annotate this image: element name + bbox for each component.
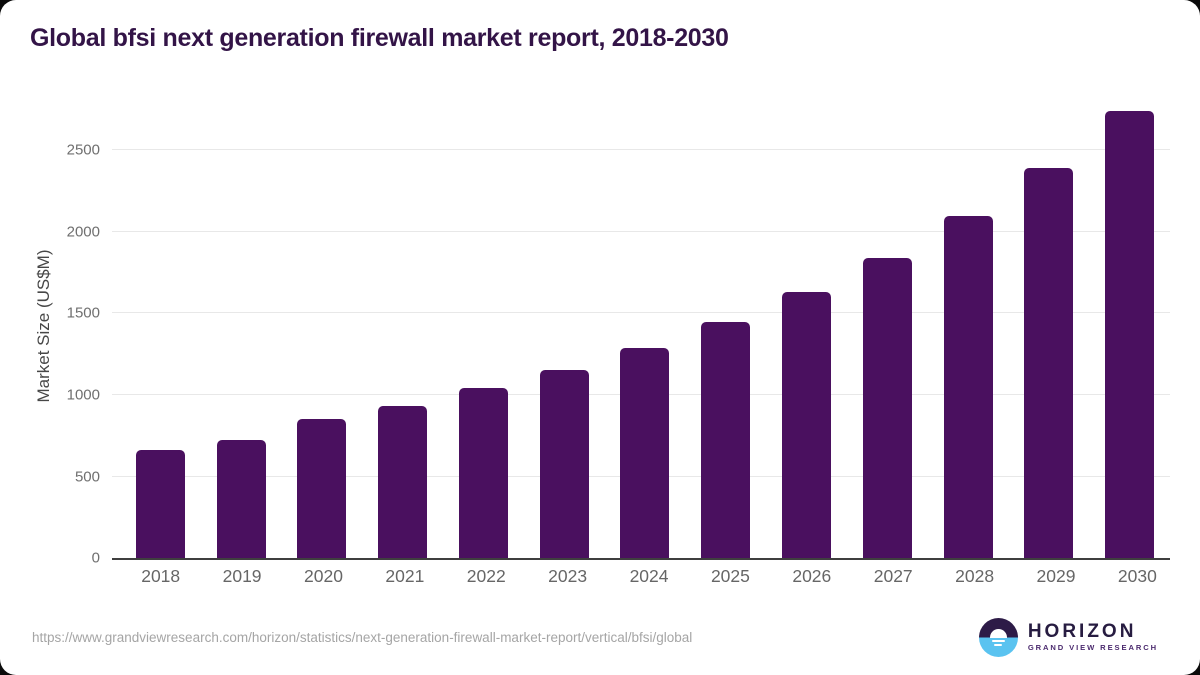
sun-reflection-line <box>991 639 1005 642</box>
logo-text: HORIZON GRAND VIEW RESEARCH <box>1028 622 1158 652</box>
x-tick-label-2020: 2020 <box>304 566 343 586</box>
bar-slot-2025 <box>685 95 766 558</box>
y-tick-label-1500: 1500 <box>66 304 100 322</box>
bar-2018 <box>135 449 185 558</box>
bar-slot-2026 <box>766 95 847 558</box>
bar-slot-2029 <box>1008 95 1089 558</box>
bar-slot-2024 <box>605 95 686 558</box>
x-tick-label-2027: 2027 <box>873 566 913 586</box>
gridline-2500 <box>112 149 1170 151</box>
horizon-logo-icon <box>978 617 1018 657</box>
chart-title: Global bfsi next generation firewall mar… <box>30 24 729 52</box>
bar-2023 <box>539 369 589 558</box>
x-tick-label-2019: 2019 <box>222 566 262 586</box>
bar-slot-2020 <box>282 95 363 558</box>
bar-2022 <box>458 388 508 558</box>
gridline-2000 <box>112 230 1170 232</box>
bar-2027 <box>862 258 912 558</box>
bar-slot-2030 <box>1089 95 1170 558</box>
bar-2019 <box>216 439 266 558</box>
bar-slot-2028 <box>928 95 1009 558</box>
bar-slot-2022 <box>443 95 524 558</box>
x-axis-labels: 2018 2019 2020 2021 2022 2023 2024 2025 2026 2027… <box>120 566 1178 587</box>
source-url: https://www.grandviewresearch.com/horizo… <box>32 629 693 645</box>
x-tick-label-2026: 2026 <box>792 566 832 586</box>
bar-2026 <box>782 292 831 558</box>
x-tick-label-2025: 2025 <box>710 566 750 586</box>
bar-2021 <box>378 405 428 558</box>
logo-subtitle: GRAND VIEW RESEARCH <box>1027 643 1158 653</box>
bar-slot-2021 <box>362 95 443 558</box>
bar-2025 <box>701 322 751 558</box>
footer: https://www.grandviewresearch.com/horizo… <box>32 615 1158 659</box>
x-tick-label-2018: 2018 <box>141 566 181 586</box>
bar-2024 <box>620 347 670 558</box>
x-tick-label-2028: 2028 <box>955 566 995 586</box>
y-axis-title: Market Size (US$M) <box>34 249 53 403</box>
bar-slot-2019 <box>201 95 282 558</box>
horizon-logo: HORIZON GRAND VIEW RESEARCH <box>978 617 1158 657</box>
x-tick-label-2024: 2024 <box>629 566 669 586</box>
bar-2028 <box>943 216 993 558</box>
x-tick-label-2029: 2029 <box>1036 566 1076 586</box>
bar-2020 <box>297 419 347 558</box>
x-tick-label-2030: 2030 <box>1117 566 1157 586</box>
y-tick-label-500: 500 <box>74 468 100 485</box>
x-tick-label-2021: 2021 <box>385 566 425 586</box>
bar-slot-2018 <box>120 95 201 558</box>
bar-slot-2027 <box>847 95 928 558</box>
x-tick-label-2022: 2022 <box>466 566 506 586</box>
plot-area: 0 500 1000 1500 2000 2500 <box>67 95 1170 567</box>
y-tick-label-1000: 1000 <box>66 386 100 404</box>
bar-2029 <box>1024 168 1074 558</box>
bar-series <box>120 95 1170 558</box>
gridline-1500 <box>112 312 1170 314</box>
y-tick-label-0: 0 <box>91 549 100 567</box>
bar-2030 <box>1105 111 1155 558</box>
x-tick-label-2023: 2023 <box>548 566 588 586</box>
y-tick-label-2500: 2500 <box>66 141 100 159</box>
bar-slot-2023 <box>524 95 605 558</box>
sun-reflection-line <box>994 644 1003 647</box>
logo-title: HORIZON <box>1027 621 1137 643</box>
sun-icon <box>989 629 1007 638</box>
y-tick-label-2000: 2000 <box>66 223 100 241</box>
